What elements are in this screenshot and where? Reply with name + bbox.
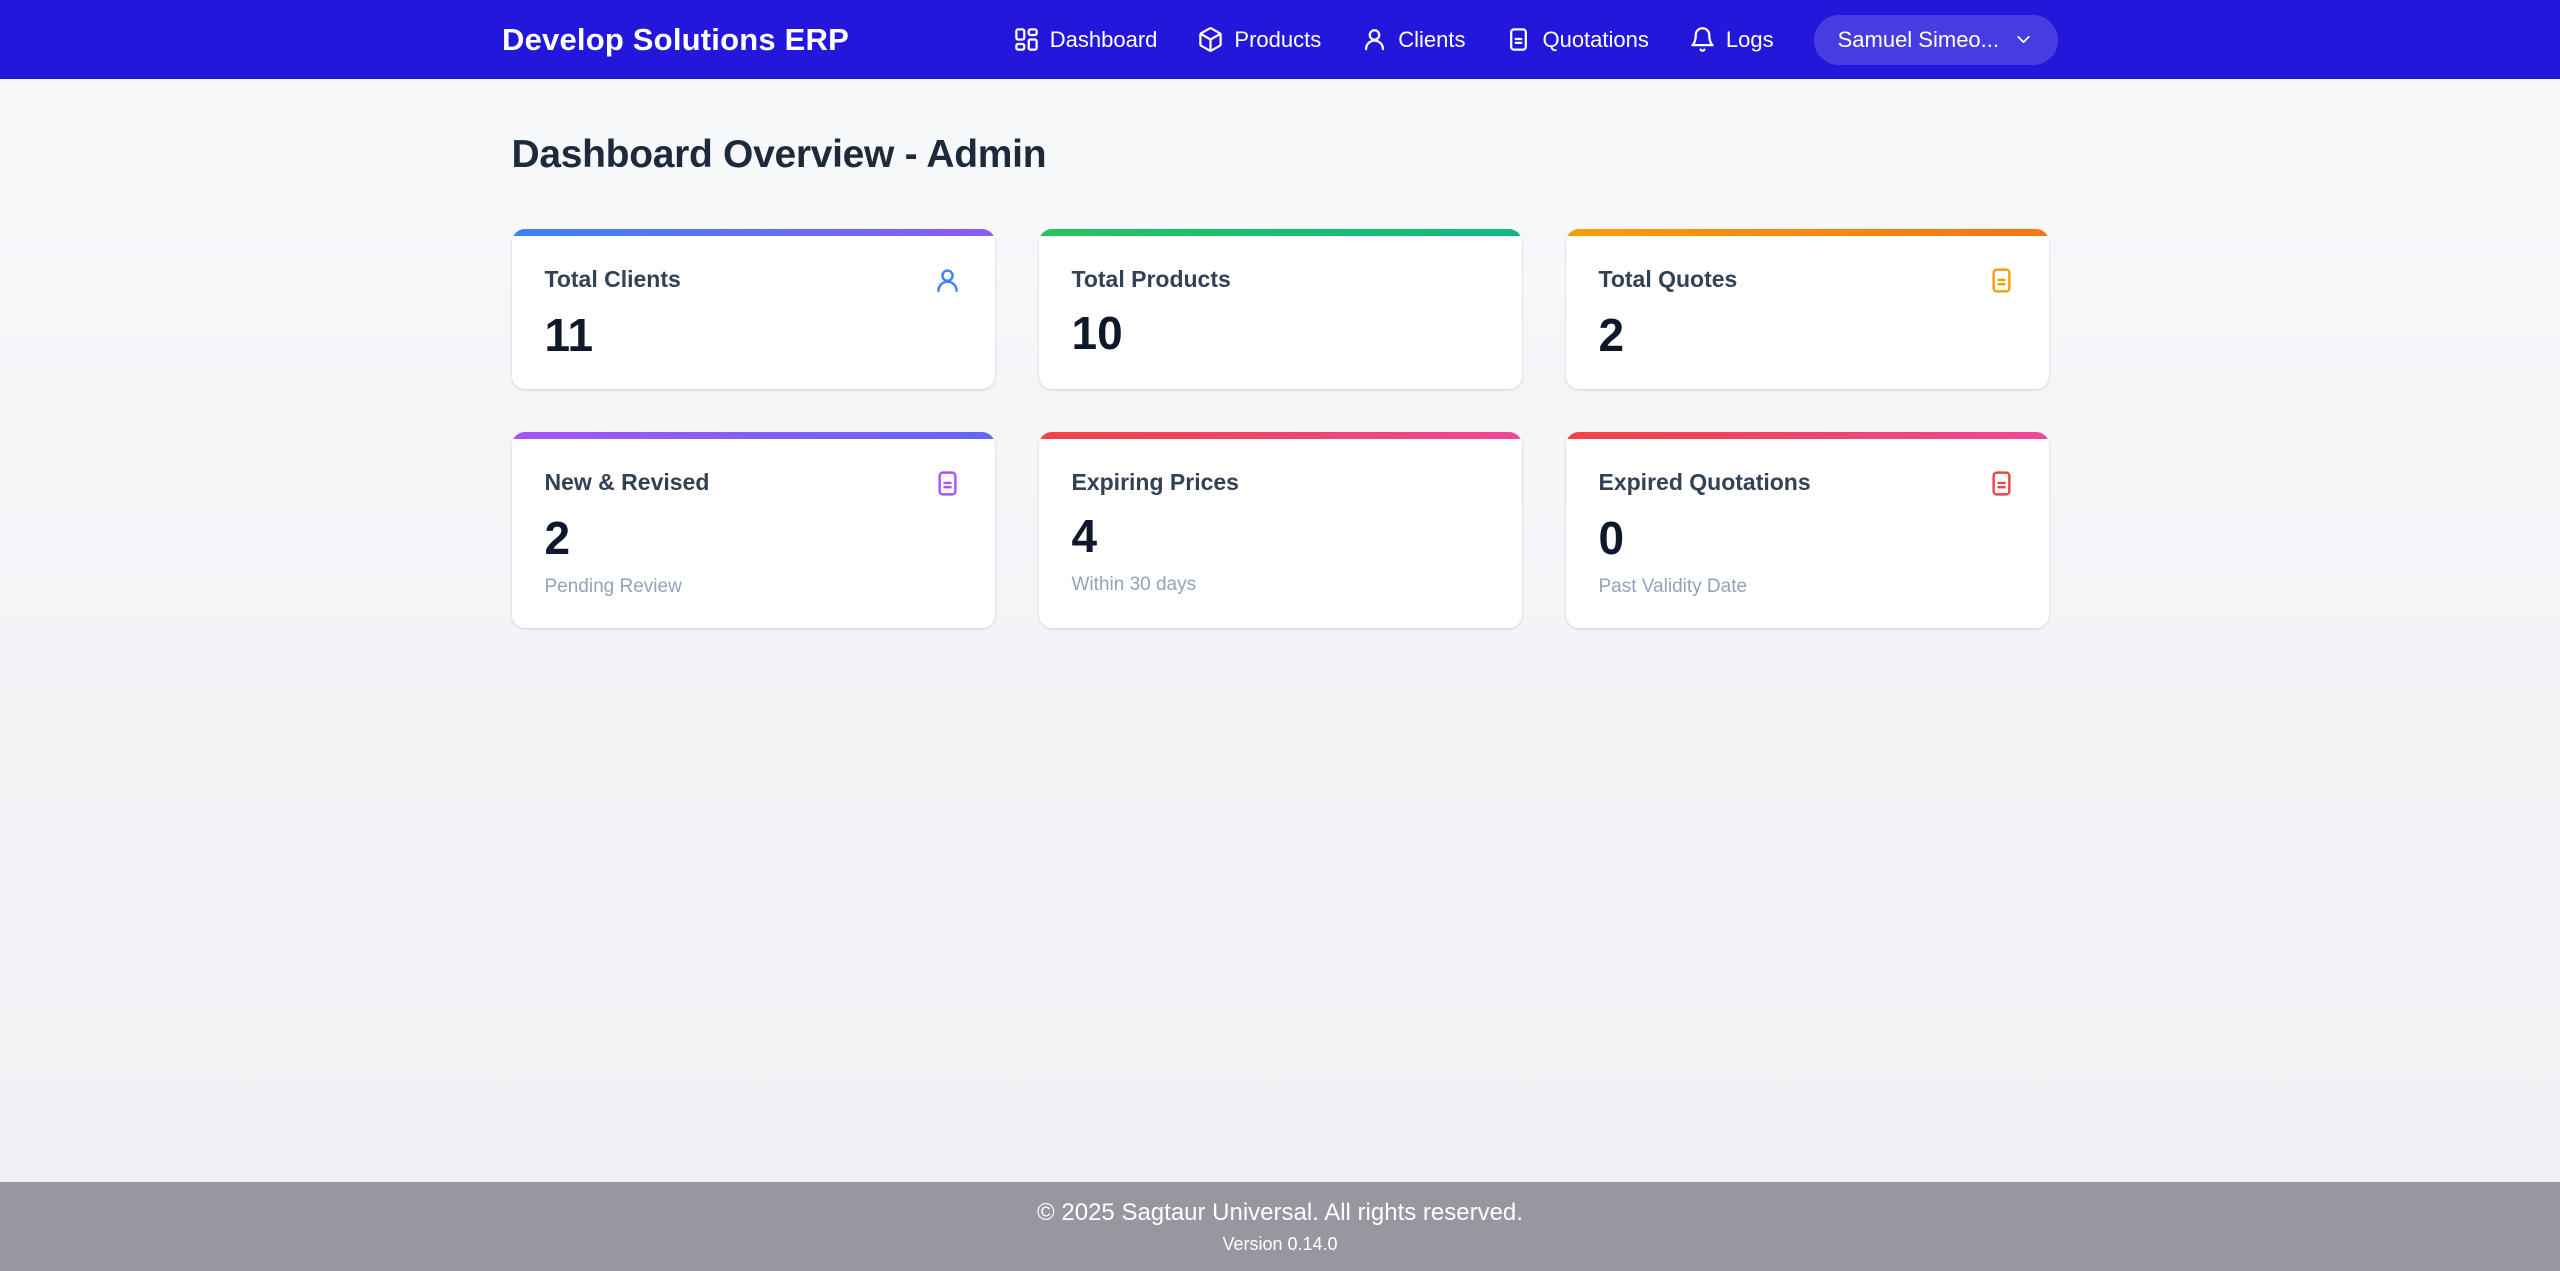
card-title: Total Clients [544,266,681,292]
card-subtitle: Pending Review [544,575,682,597]
page-footer: © 2025 Sagtaur Universal. All rights res… [0,1182,2560,1271]
card-value: 2 [544,512,571,565]
quote-document-icon [1987,469,2016,498]
card-header: Total Quotes [1599,266,2016,295]
quote-document-icon [1987,266,2016,295]
nav-item-products[interactable]: Products [1197,26,1321,53]
nav-item-label: Logs [1725,26,1774,52]
quote-document-icon [1505,26,1532,53]
top-navbar: Develop Solutions ERP Dashboard Products… [0,0,2560,79]
nav-item-label: Products [1234,26,1322,52]
card-subtitle: Within 30 days [1071,573,1197,595]
nav-item-logs[interactable]: Logs [1689,26,1774,53]
stat-card-total-products: Total Products 10 [1038,229,1522,390]
main-content: Dashboard Overview - Admin Total Clients… [0,79,2560,1182]
navbar-shell: Develop Solutions ERP Dashboard Products… [502,14,2058,65]
card-body: New & Revised 2 Pending Review [512,439,995,627]
bell-icon [1689,26,1716,53]
stat-card-total-clients: Total Clients 11 [511,229,995,390]
card-value: 0 [1598,512,1625,565]
card-accent-strip [1565,229,2049,236]
card-header: Expiring Prices [1072,469,1489,496]
nav-item-label: Clients [1398,26,1466,52]
footer-version: Version 0.14.0 [1222,1233,1338,1254]
content-container: Dashboard Overview - Admin Total Clients… [511,133,2049,628]
card-subtitle: Past Validity Date [1598,575,1748,597]
card-value: 2 [1598,309,1625,361]
navbar-right: Dashboard Products Clients Quotations Lo… [1013,14,2058,65]
card-value: 11 [544,309,594,361]
card-header: Expired Quotations [1599,469,2016,498]
footer-copyright: © 2025 Sagtaur Universal. All rights res… [1037,1198,1523,1226]
card-accent-strip [511,432,995,440]
app-title: Develop Solutions ERP [502,21,849,57]
card-accent-strip [1565,432,2049,440]
card-header: Total Clients [545,266,962,295]
stat-card-expiring-prices: Expiring Prices 4 Within 30 days [1038,432,1522,628]
card-accent-strip [1038,229,1522,236]
card-accent-strip [1038,432,1522,440]
user-menu-button[interactable]: Samuel Simeo... [1813,14,2058,65]
dashboard-grid-icon [1013,26,1040,53]
card-body: Total Clients 11 [512,236,995,389]
card-body: Total Products 10 [1039,236,1522,387]
page-title: Dashboard Overview - Admin [511,133,1047,176]
stat-card-total-quotes: Total Quotes 2 [1565,229,2049,390]
card-body: Total Quotes 2 [1566,236,2049,389]
quote-document-icon [933,469,962,498]
card-value: 10 [1071,307,1123,359]
stat-card-expired-quotations: Expired Quotations 0 Past Validity Date [1565,432,2049,628]
card-header: Total Products [1072,266,1489,293]
card-title: Expired Quotations [1598,469,1811,496]
card-header: New & Revised [545,469,962,498]
nav-item-label: Quotations [1542,26,1649,52]
user-icon [1361,26,1388,53]
stat-card-new-revised: New & Revised 2 Pending Review [511,432,995,628]
user-menu-label: Samuel Simeo... [1837,26,1999,52]
nav-item-clients[interactable]: Clients [1361,26,1465,53]
nav-item-dashboard[interactable]: Dashboard [1013,26,1158,53]
card-title: Expiring Prices [1071,469,1239,496]
card-body: Expired Quotations 0 Past Validity Date [1566,439,2049,627]
chevron-down-icon [2013,29,2034,50]
card-title: Total Products [1071,266,1231,292]
card-accent-strip [511,229,995,236]
card-body: Expiring Prices 4 Within 30 days [1039,439,1522,625]
card-value: 4 [1071,510,1098,563]
user-icon [933,266,962,295]
card-title: Total Quotes [1598,266,1738,292]
nav-item-label: Dashboard [1049,26,1158,52]
nav-item-quotations[interactable]: Quotations [1505,26,1649,53]
package-icon [1197,26,1224,53]
card-title: New & Revised [544,469,710,496]
nav-menu: Dashboard Products Clients Quotations Lo… [1013,26,1774,53]
stats-grid: Total Clients 11 Total Products 10 [511,229,2049,628]
